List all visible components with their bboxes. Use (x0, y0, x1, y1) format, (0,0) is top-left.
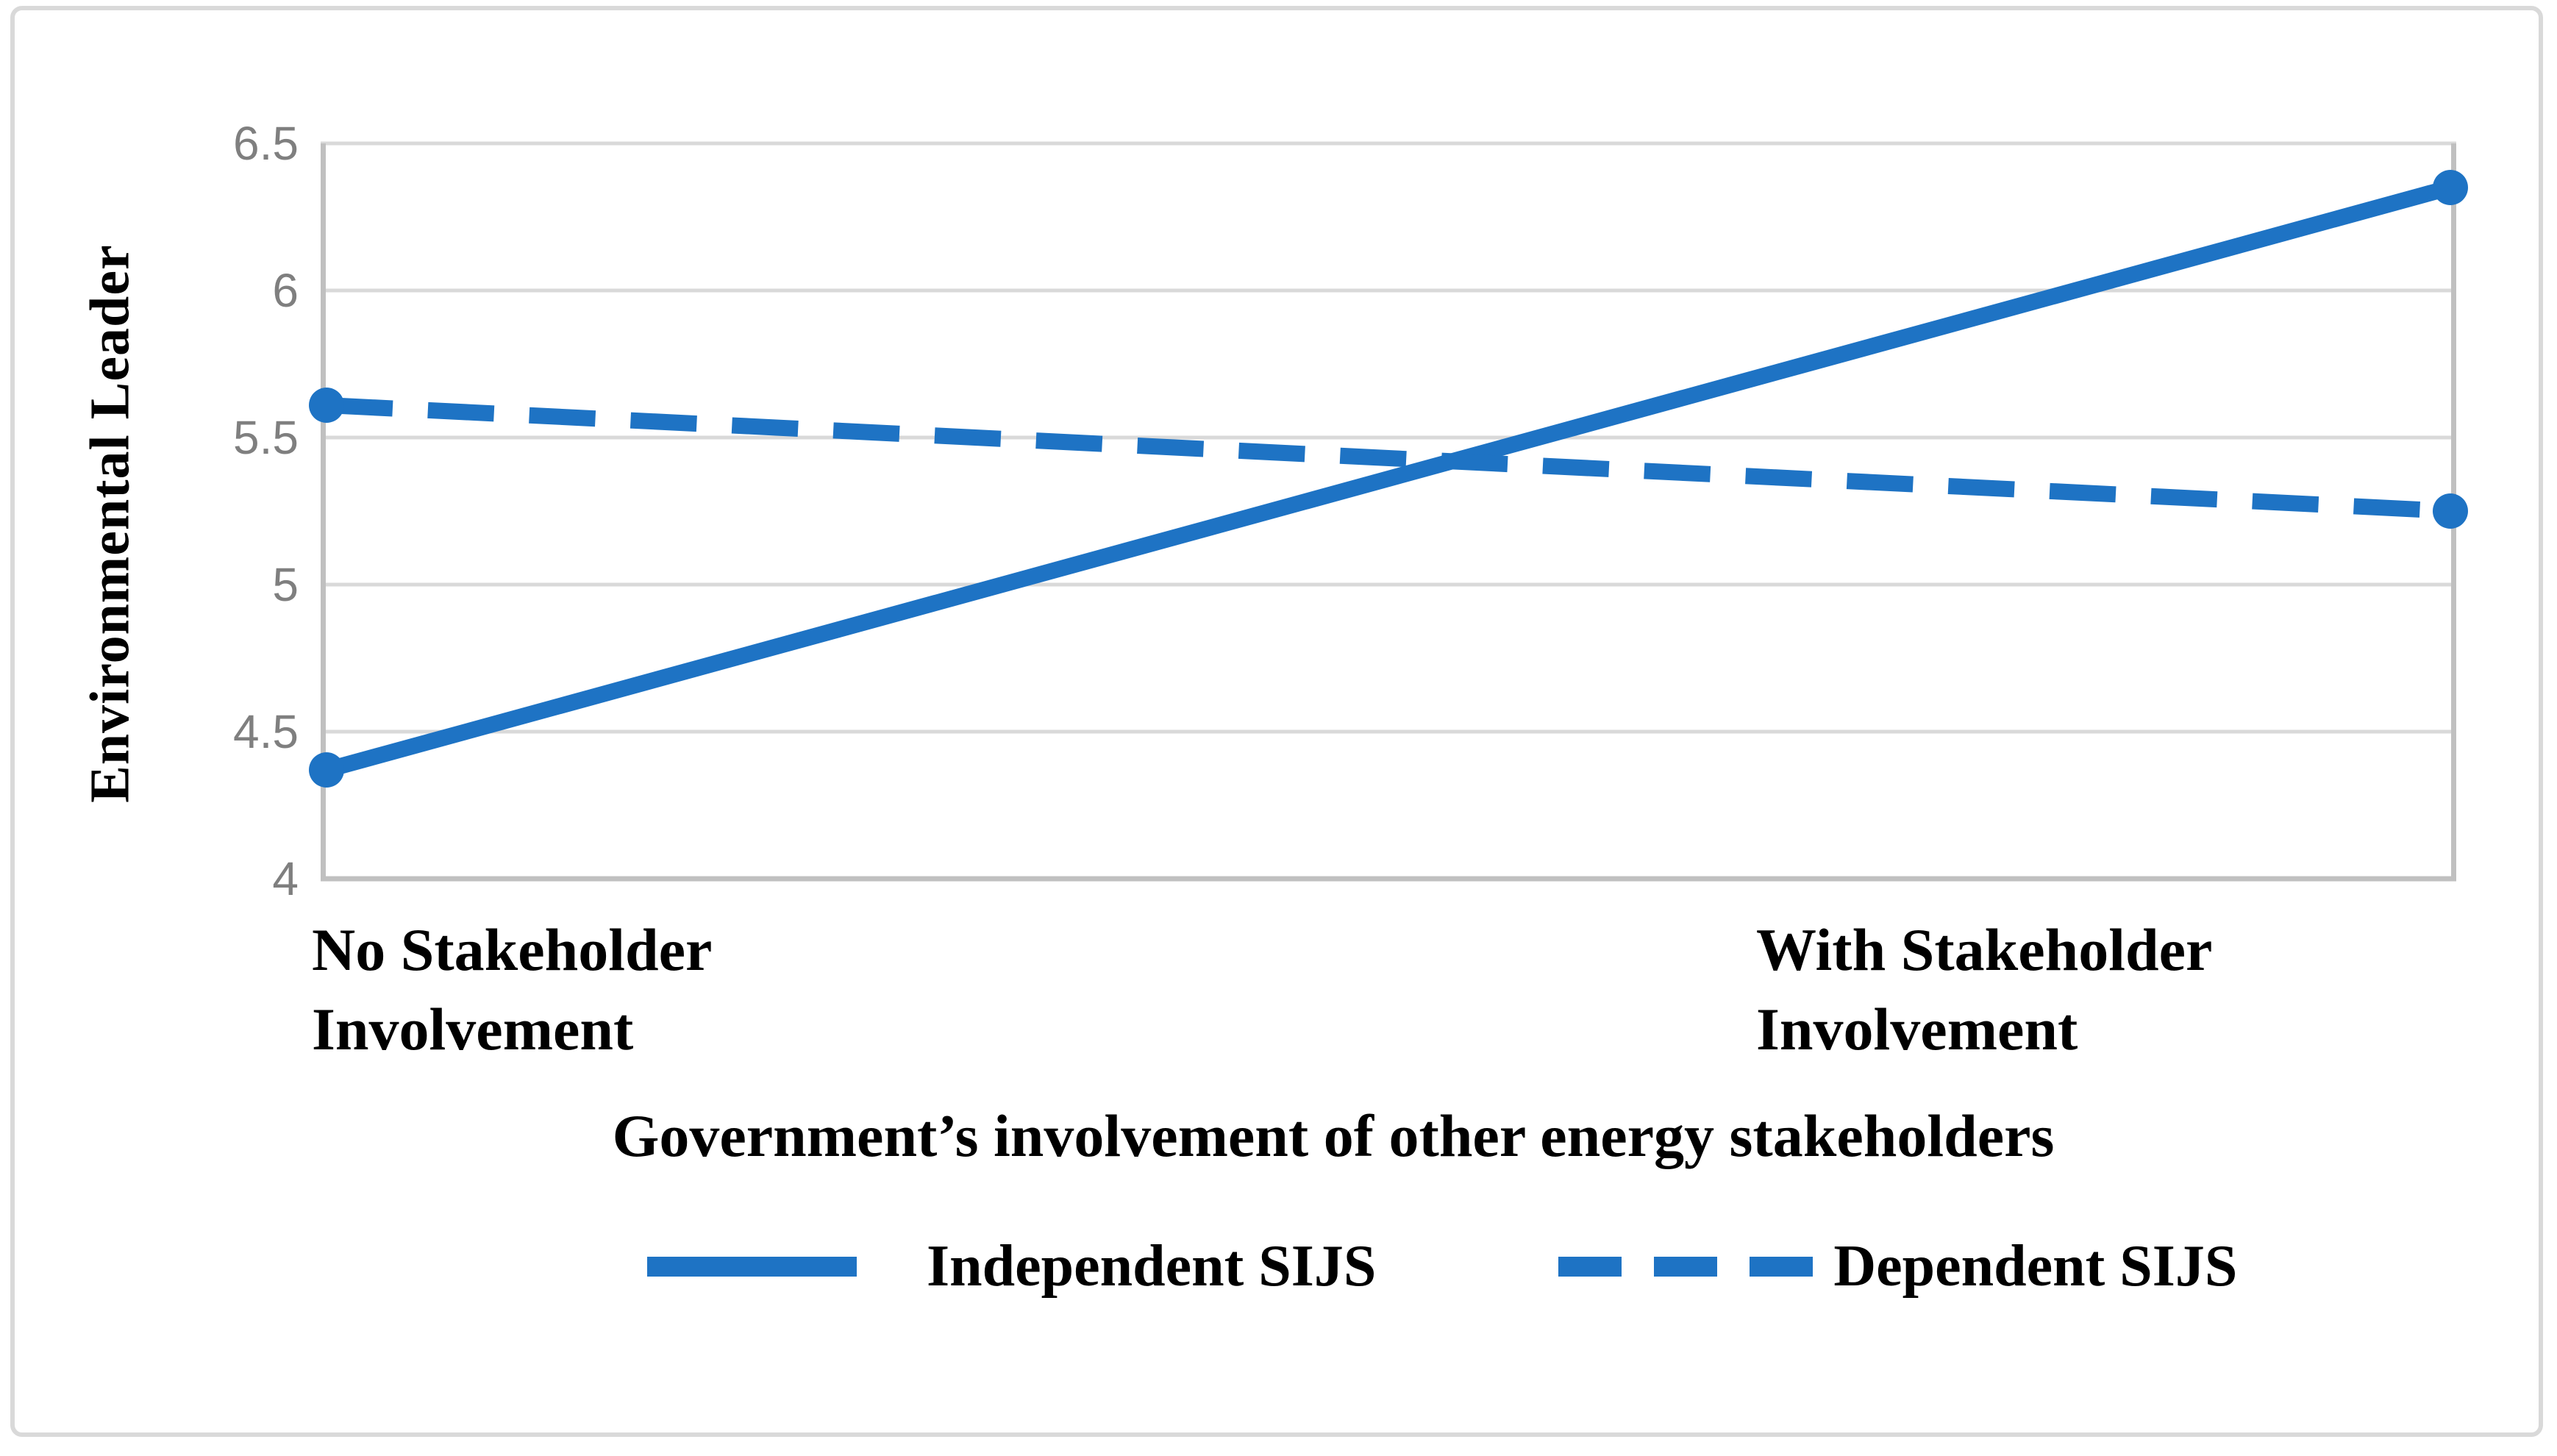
legend: Independent SIJS Dependent SIJS (647, 1225, 2237, 1307)
y-tick-label: 5 (272, 558, 299, 611)
legend-label-dependent-sijs: Dependent SIJS (1833, 1233, 2238, 1299)
y-tick-label: 4 (272, 852, 299, 905)
x-category-label-right: With Stakeholder Involvement (1756, 910, 2212, 1069)
legend-solid-line-swatch (647, 1256, 857, 1277)
legend-dash-segment (1558, 1256, 1622, 1277)
x-category-label-line: With Stakeholder (1756, 916, 2213, 983)
y-tick-label: 5.5 (233, 411, 299, 464)
y-tick-label: 6 (272, 264, 299, 317)
figure-border (10, 6, 2543, 1437)
x-category-label-left: No Stakeholder Involvement (312, 910, 712, 1069)
legend-dash-segment (1750, 1256, 1814, 1277)
x-category-label-line: Involvement (312, 996, 634, 1063)
legend-dashed-line-swatch (1558, 1256, 1814, 1277)
plot-area-svg (309, 141, 2468, 882)
x-category-label-line: Involvement (1756, 996, 2078, 1063)
y-axis-title: Environmental Leader (79, 244, 141, 803)
y-tick-label: 6.5 (233, 117, 299, 170)
y-tick-label: 4.5 (233, 705, 299, 758)
legend-dash-segment (1654, 1256, 1718, 1277)
legend-label-independent-sijs: Independent SIJS (927, 1233, 1377, 1299)
x-axis-title: Government’s involvement of other energy… (612, 1102, 2055, 1169)
x-category-label-line: No Stakeholder (312, 916, 713, 983)
